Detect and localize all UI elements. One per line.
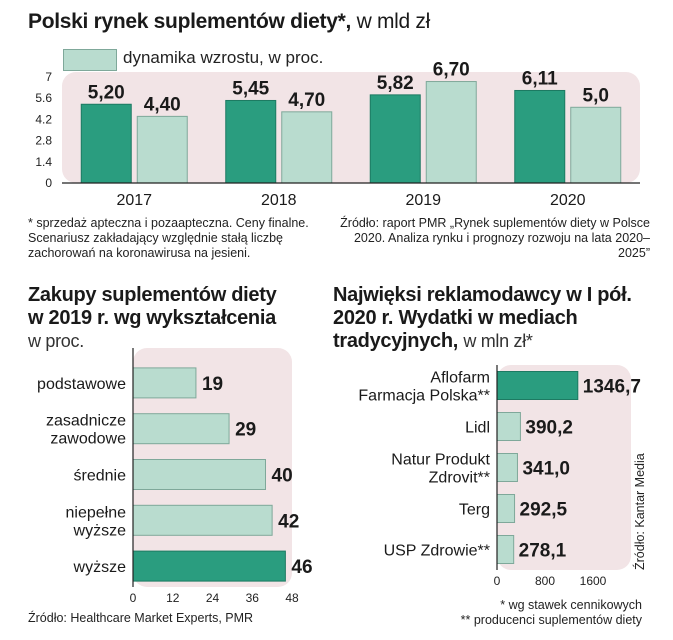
chart2-title-unit: w proc. (28, 331, 84, 351)
chart2-source: Źródło: Healthcare Market Experts, PMR (28, 611, 254, 625)
chart2-bar-label: 19 (202, 374, 223, 395)
chart3-source-side-text: Źródło: Kantar Media (633, 453, 647, 570)
chart1-bar-label: 5,20 (88, 82, 125, 103)
chart1-bar (570, 106, 622, 184)
chart3-category-label: Lidl (465, 420, 490, 437)
chart2-bar (132, 504, 273, 536)
chart3-footnote1: * wg stawek cennikowych (500, 598, 642, 612)
chart1-bar-label: 6,11 (522, 68, 558, 89)
chart3-title-line2: 2020 r. Wydatki w mediach (333, 307, 578, 329)
chart1-bar (514, 89, 566, 184)
chart3-bar (496, 494, 516, 523)
chart3-xtick: 800 (535, 574, 555, 588)
chart1-xtick: 2017 (116, 192, 152, 209)
chart3-bar (496, 453, 518, 482)
chart1-source: Źródło: raport PMR „Rynek suplementów di… (340, 216, 650, 260)
chart1-ytick: 5.6 (35, 91, 52, 105)
chart3-bar (496, 412, 521, 441)
chart2-xtick: 48 (285, 591, 299, 605)
chart3-bar-label: 292,5 (520, 500, 568, 521)
chart1-panel (62, 72, 640, 183)
chart2-bar-label: 46 (291, 557, 312, 578)
chart1-footnote: * sprzedaż apteczna i pozaapteczna. Ceny… (28, 216, 309, 260)
chart1-bar (369, 94, 421, 184)
chart1-xtick: 2019 (405, 192, 441, 209)
chart3-title-unit: w mln zł* (463, 331, 533, 351)
chart1-bar (225, 99, 277, 184)
chart3-category-label: Natur Produkt (391, 452, 490, 469)
chart2-xtick: 0 (130, 591, 137, 605)
chart3-source-side: Źródło: Kantar Media (633, 440, 649, 570)
chart3-bar (496, 535, 515, 564)
chart3-title-line1: Najwięksi reklamodawcy w I pół. (333, 284, 632, 306)
chart1-bar (281, 111, 333, 184)
chart1-title: Polski rynek suplementów diety*, w mld z… (28, 10, 430, 34)
chart2-category-label: podstawowe (37, 376, 126, 393)
chart1-title-bold: Polski rynek suplementów diety*, (28, 10, 352, 33)
chart3-title: Najwięksi reklamodawcy w I pół. 2020 r. … (333, 284, 632, 353)
chart3-panel (497, 365, 631, 570)
chart1-ytick: 2.8 (35, 134, 52, 148)
chart1-bar (425, 81, 477, 184)
chart2-bar (132, 550, 286, 582)
chart1-svg: 0 1.4 2.8 4.2 5.6 7 5,20 4,40 2017 5,45 4,70 2018 5,… (35, 60, 640, 209)
chart2-title-line2: w 2019 r. wg wykształcenia (28, 307, 276, 329)
chart2-xtick: 24 (206, 591, 220, 605)
chart2-category-label: zasadnicze (46, 413, 126, 430)
chart2-category-label: niepełne (66, 504, 127, 521)
chart2-bar (132, 367, 197, 399)
chart1-ytick: 4.2 (35, 112, 52, 126)
chart3-bar-label: 278,1 (519, 541, 567, 562)
chart3-bar (496, 371, 579, 400)
chart1-ytick: 0 (45, 176, 52, 190)
chart2-title-line1: Zakupy suplementów diety (28, 284, 277, 306)
chart1-bar (80, 103, 132, 184)
chart3-category-label: USP Zdrowie** (384, 543, 490, 560)
chart1-bar-label: 5,82 (377, 73, 414, 94)
legend-swatch-growth (63, 49, 117, 71)
chart1-bar-label: 5,0 (583, 85, 609, 106)
chart1-bar-label: 5,45 (232, 78, 269, 99)
chart3-footnote2: ** producenci suplementów diety (460, 613, 642, 627)
chart1-bar (136, 115, 188, 184)
chart3-category-label: Farmacja Polska** (358, 388, 490, 405)
chart2-title: Zakupy suplementów diety w 2019 r. wg wy… (28, 284, 277, 353)
chart2-bar (132, 413, 230, 445)
chart3-category-label: Aflofarm (430, 370, 490, 387)
chart2-category-label: wyższe (73, 559, 127, 576)
chart2-bar-label: 42 (278, 511, 299, 532)
chart3-bar-label: 341,0 (522, 459, 570, 480)
chart1-xtick: 2018 (261, 192, 297, 209)
chart1-ytick: 1.4 (35, 155, 52, 169)
legend-label-growth: dynamika wzrostu, w proc. (123, 48, 324, 67)
chart3-bar-label: 1346,7 (583, 377, 641, 398)
chart1-xtick: 2020 (550, 192, 586, 209)
chart3-bar-label: 390,2 (525, 418, 573, 439)
chart3-xtick: 0 (494, 574, 501, 588)
chart3-xtick: 1600 (580, 574, 607, 588)
chart2-category-label: zawodowe (50, 431, 126, 448)
chart3-category-label: Terg (459, 502, 490, 519)
chart2-bar-label: 29 (235, 420, 256, 441)
chart1-bar-label: 6,70 (433, 60, 470, 81)
chart2-xtick: 36 (246, 591, 260, 605)
chart2-category-label: średnie (74, 468, 127, 485)
chart2-xtick: 12 (166, 591, 180, 605)
chart2-bar-label: 40 (272, 466, 293, 487)
chart1-bar-label: 4,70 (288, 90, 325, 111)
chart3-title-line3: tradycyjnych, (333, 330, 459, 352)
chart1-bar-label: 4,40 (144, 94, 181, 115)
chart1-title-unit: w mld zł (356, 10, 431, 33)
chart2-category-label: wyższe (73, 522, 127, 539)
chart2-bar (132, 459, 266, 490)
chart3-category-label: Zdrovit** (429, 470, 490, 487)
chart1-ytick: 7 (45, 70, 52, 84)
